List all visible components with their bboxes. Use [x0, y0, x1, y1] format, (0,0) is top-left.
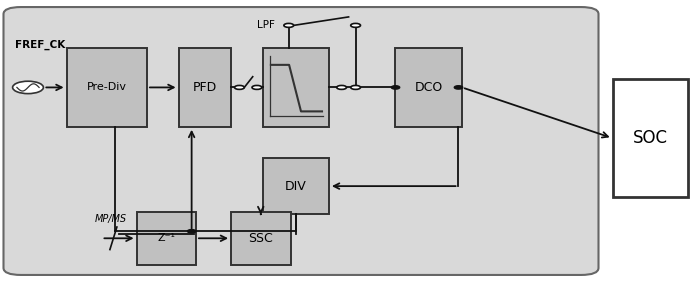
Circle shape: [454, 86, 463, 89]
Text: DIV: DIV: [285, 180, 307, 193]
FancyBboxPatch shape: [4, 7, 598, 275]
FancyBboxPatch shape: [231, 212, 290, 265]
Text: FREF_CK: FREF_CK: [15, 40, 66, 50]
Text: Pre-Div: Pre-Div: [87, 82, 127, 92]
Circle shape: [337, 85, 346, 89]
FancyBboxPatch shape: [178, 48, 231, 127]
Circle shape: [351, 85, 360, 89]
FancyBboxPatch shape: [612, 79, 688, 197]
Circle shape: [351, 23, 360, 27]
FancyBboxPatch shape: [395, 48, 462, 127]
Text: SOC: SOC: [633, 129, 668, 147]
Text: LPF: LPF: [258, 20, 275, 30]
FancyBboxPatch shape: [262, 158, 329, 214]
Circle shape: [13, 81, 43, 94]
Text: MP/MS: MP/MS: [94, 213, 127, 224]
Circle shape: [188, 230, 196, 233]
Text: SSC: SSC: [248, 232, 273, 245]
Circle shape: [391, 86, 400, 89]
FancyBboxPatch shape: [136, 212, 196, 265]
Text: PFD: PFD: [193, 81, 217, 94]
Circle shape: [252, 85, 262, 89]
Circle shape: [234, 85, 244, 89]
Circle shape: [284, 23, 294, 27]
Text: Z⁻¹: Z⁻¹: [158, 233, 175, 243]
Text: DCO: DCO: [414, 81, 443, 94]
FancyBboxPatch shape: [262, 48, 329, 127]
FancyBboxPatch shape: [66, 48, 147, 127]
